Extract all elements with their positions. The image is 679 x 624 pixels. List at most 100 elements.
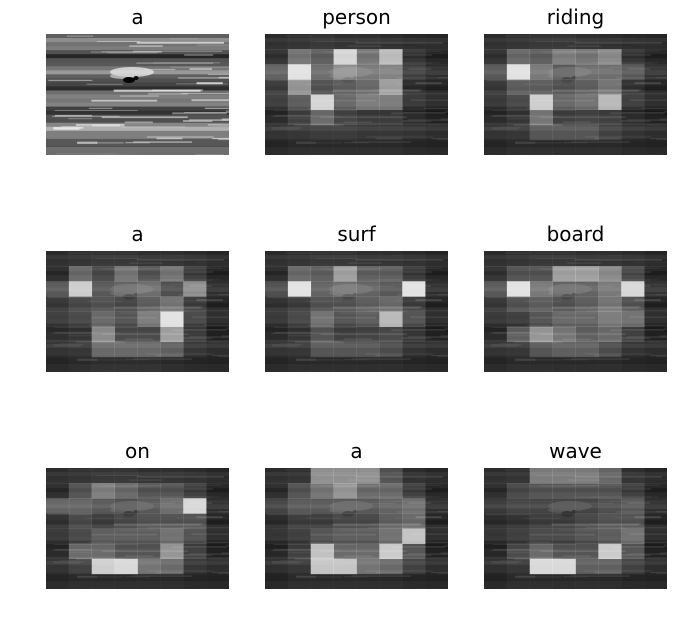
attention-cell xyxy=(598,296,622,312)
attention-cell xyxy=(621,528,645,544)
attention-cell xyxy=(137,558,161,575)
attention-cell xyxy=(379,94,403,110)
attention-cell xyxy=(402,498,426,514)
attention-cell xyxy=(46,528,70,544)
attention-cell xyxy=(598,64,622,80)
attention-cell xyxy=(575,326,599,343)
attention-cell xyxy=(552,341,576,358)
attention-cell xyxy=(333,341,357,358)
attention-cell xyxy=(68,543,93,560)
attention-cell xyxy=(265,34,289,50)
attention-cell xyxy=(356,79,380,95)
attention-cell xyxy=(183,483,207,499)
attention-overlay xyxy=(46,251,229,372)
attention-cell xyxy=(621,341,645,358)
attention-cell xyxy=(356,498,380,514)
attention-cell xyxy=(621,498,645,514)
attention-cell xyxy=(91,251,115,267)
attention-cell xyxy=(484,124,508,141)
attention-cell xyxy=(91,311,115,327)
attention-cell xyxy=(552,266,576,282)
attention-cell xyxy=(183,513,207,529)
attention-cell xyxy=(183,251,207,267)
attention-cell xyxy=(402,94,426,110)
attention-cell xyxy=(46,483,70,499)
attention-cell xyxy=(160,311,184,327)
attention-cell xyxy=(287,558,312,575)
attention-cell xyxy=(265,498,289,514)
attention-cell xyxy=(529,543,553,560)
attention-cell xyxy=(287,311,312,327)
attention-cell xyxy=(425,109,448,126)
attention-cell xyxy=(183,356,207,372)
attention-cell xyxy=(137,281,161,297)
attention-cell xyxy=(356,251,380,267)
attention-cell xyxy=(425,468,448,484)
attention-cell xyxy=(287,109,312,126)
attention-cell xyxy=(333,94,357,110)
attention-cell xyxy=(333,326,357,343)
attention-cell xyxy=(137,528,161,544)
attention-cell xyxy=(529,79,553,95)
attention-cell xyxy=(287,124,312,141)
attention-cell xyxy=(265,94,289,110)
attention-cell xyxy=(68,356,93,372)
attention-cell xyxy=(206,356,229,372)
attention-cell xyxy=(552,528,576,544)
attention-cell xyxy=(333,124,357,141)
attention-cell xyxy=(287,326,312,343)
attention-cell xyxy=(356,341,380,358)
attention-cell xyxy=(160,251,184,267)
attention-cell xyxy=(310,573,334,589)
attention-cell xyxy=(425,296,448,312)
attention-cell xyxy=(402,124,426,141)
attention-cell xyxy=(265,341,289,358)
attention-overlay xyxy=(484,251,667,372)
attention-cell xyxy=(68,281,93,297)
attention-cell xyxy=(206,311,229,327)
attention-map xyxy=(46,251,229,372)
panel-title: surf xyxy=(337,222,376,246)
attention-cell xyxy=(265,573,289,589)
attention-cell xyxy=(644,468,667,484)
attention-cell xyxy=(575,528,599,544)
photo-content xyxy=(46,34,229,155)
attention-cell xyxy=(425,573,448,589)
attention-cell xyxy=(644,79,667,95)
attention-cell xyxy=(402,139,426,155)
attention-cell xyxy=(91,498,115,514)
attention-cell xyxy=(46,266,70,282)
attention-cell xyxy=(46,296,70,312)
attention-cell xyxy=(598,311,622,327)
attention-cell xyxy=(379,498,403,514)
attention-cell xyxy=(114,266,138,282)
attention-cell xyxy=(287,356,312,372)
attention-cell xyxy=(287,94,312,110)
attention-cell xyxy=(529,558,553,575)
attention-cell xyxy=(529,483,553,499)
attention-cell xyxy=(265,543,289,560)
attention-cell xyxy=(68,326,93,343)
attention-cell xyxy=(46,513,70,529)
attention-cell xyxy=(137,543,161,560)
attention-cell xyxy=(333,573,357,589)
attention-cell xyxy=(68,468,93,484)
attention-overlay xyxy=(46,468,229,589)
attention-cell xyxy=(379,326,403,343)
attention-cell xyxy=(68,513,93,529)
attention-cell xyxy=(402,468,426,484)
attention-cell xyxy=(356,528,380,544)
attention-cell xyxy=(356,281,380,297)
attention-cell xyxy=(356,94,380,110)
attention-cell xyxy=(425,124,448,141)
attention-cell xyxy=(598,573,622,589)
attention-cell xyxy=(68,251,93,267)
attention-cell xyxy=(310,296,334,312)
attention-cell xyxy=(598,124,622,141)
attention-cell xyxy=(598,251,622,267)
attention-cell xyxy=(484,513,508,529)
attention-cell xyxy=(265,513,289,529)
attention-cell xyxy=(183,468,207,484)
attention-cell xyxy=(552,326,576,343)
attention-cell xyxy=(529,251,553,267)
